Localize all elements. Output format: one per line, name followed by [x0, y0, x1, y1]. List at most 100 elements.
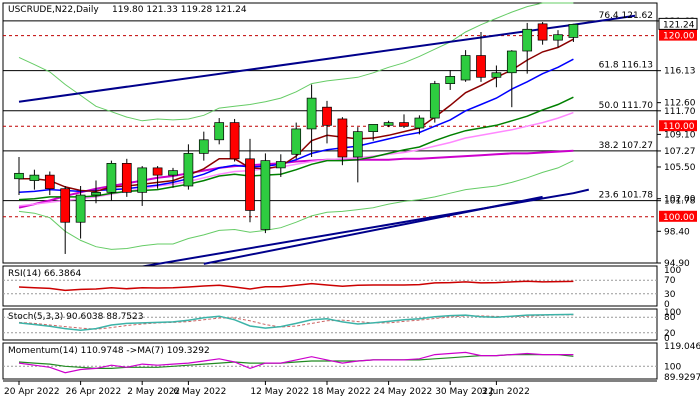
momentum-line	[18, 351, 574, 374]
candle-body	[14, 172, 24, 180]
candle	[291, 122, 302, 159]
x-tick-label: 12 May 2022	[250, 387, 309, 397]
candle	[91, 180, 101, 204]
y-tick-label: 111.70	[664, 107, 696, 117]
y-tick-label: 0	[664, 300, 670, 310]
candle	[275, 154, 286, 177]
candle	[429, 80, 440, 123]
candle-body	[522, 28, 533, 52]
red-level-tag	[659, 120, 697, 132]
candle	[106, 160, 117, 201]
candle	[491, 65, 502, 88]
candle	[44, 171, 55, 196]
y-tick-label: 102.00	[664, 195, 696, 205]
candle	[229, 118, 240, 162]
candle	[152, 166, 163, 189]
y-tick-label: 120.00	[663, 32, 695, 42]
candle	[476, 31, 486, 82]
x-tick-label: 20 Apr 2022	[4, 387, 60, 397]
main-panel-title: USCRUDE,N22,Daily	[8, 5, 99, 15]
bollinger-lower-line	[18, 160, 574, 250]
red-level-tag	[659, 210, 697, 222]
y-tick-label: 105.50	[664, 163, 696, 173]
candle	[568, 23, 579, 42]
candle-body	[460, 55, 471, 81]
candle	[260, 153, 271, 234]
y-tick-label: 100	[664, 308, 681, 318]
y-tick-label: 119.0463	[664, 342, 700, 352]
candle	[306, 84, 317, 158]
candle-body	[29, 174, 40, 181]
candle-body	[152, 167, 163, 176]
candle	[29, 169, 40, 190]
candle-body	[198, 139, 209, 154]
x-tick-label: 26 Apr 2022	[66, 387, 122, 397]
candle	[445, 70, 456, 90]
candle	[537, 22, 548, 45]
y-tick-label: 80	[664, 313, 676, 323]
fib-label: 76.4 121.62	[599, 11, 653, 21]
y-tick-label: 110.00	[663, 122, 695, 132]
y-tick-label: 70	[664, 276, 676, 286]
y-tick-label: 98.40	[664, 227, 690, 237]
y-tick-label: 100	[664, 266, 681, 276]
candle	[183, 144, 194, 190]
candle-body	[44, 174, 55, 190]
candle-body	[322, 106, 332, 126]
candle-body	[306, 97, 317, 130]
candle-body	[429, 83, 440, 119]
channel-lower-line	[18, 188, 590, 289]
candle	[522, 22, 533, 74]
candle-body	[445, 76, 456, 84]
channel-lower-line-2	[203, 195, 543, 265]
candle-body	[491, 72, 502, 78]
candle-body	[229, 122, 240, 160]
x-tick-label: 6 May 2022	[173, 387, 226, 397]
main-panel-frame	[2, 2, 658, 264]
candle	[121, 158, 132, 197]
candle	[553, 30, 563, 48]
candle	[460, 50, 471, 82]
candle-body	[60, 188, 71, 223]
momentum-title: Momentum(14) 110.9748 ->MA(7) 109.3292	[8, 346, 210, 356]
candle	[506, 50, 517, 108]
candle-body	[399, 122, 409, 127]
candle-body	[291, 128, 302, 155]
candle-body	[568, 24, 579, 38]
momentum-panel: Momentum(14) 110.9748 ->MA(7) 109.3292 1…	[2, 342, 700, 383]
stoch-signal-line	[18, 314, 574, 330]
candle	[337, 117, 348, 166]
candle	[322, 100, 332, 144]
candle-body	[414, 117, 425, 129]
y-tick-label: 116.13	[664, 67, 696, 77]
fib-label: 23.6 101.78	[599, 191, 654, 201]
candle	[245, 138, 255, 223]
candle	[414, 115, 425, 135]
candle-body	[106, 162, 117, 193]
candle-body	[168, 170, 178, 176]
candle	[383, 120, 394, 128]
candle	[368, 124, 379, 141]
candle	[14, 157, 24, 196]
candle-body	[75, 194, 86, 223]
candle-body	[260, 160, 271, 230]
main-price-panel: USCRUDE,N22,Daily 119.80 121.33 119.28 1…	[2, 2, 698, 289]
y-tick-label: 100.00	[663, 213, 695, 223]
fib-label: 61.8 116.13	[599, 61, 653, 71]
y-tick-label: 109.10	[664, 130, 696, 140]
candle-body	[537, 23, 548, 41]
candle	[168, 167, 178, 188]
candle-body	[214, 122, 225, 141]
candle-body	[245, 158, 255, 211]
main-panel-ohlc: 119.80 121.33 119.28 121.24	[112, 5, 247, 15]
y-tick-label: 0	[664, 334, 670, 344]
candle	[198, 131, 209, 161]
candle-body	[137, 167, 148, 193]
candle-body	[121, 162, 132, 193]
y-tick-label: 112.60	[664, 99, 696, 109]
candle	[399, 114, 409, 129]
candle-body	[337, 118, 348, 158]
